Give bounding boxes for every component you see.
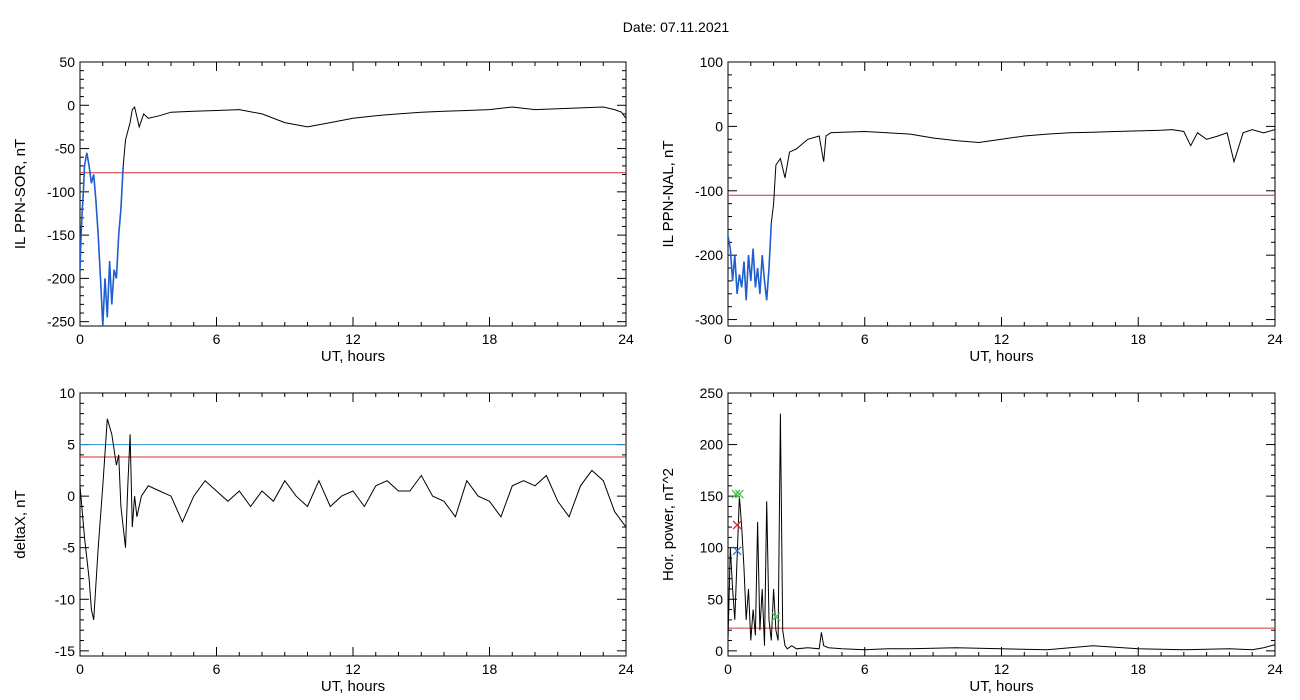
y-tick-label: -100 (695, 183, 723, 199)
y-tick-label: 150 (700, 488, 724, 504)
series-line (728, 129, 1275, 301)
y-tick-label: -5 (63, 540, 76, 556)
y-tick-label: 100 (700, 54, 724, 70)
panel-il-ppn-sor: 0 6 12 18 24 -250 -200 -150 -100 -50 0 50 UT, hours I… (12, 54, 634, 365)
x-tick-label: 24 (1267, 661, 1283, 677)
y-tick-label: 0 (67, 488, 75, 504)
y-tick-label: -200 (47, 270, 75, 286)
y-tick-label: 100 (700, 540, 724, 556)
y-tick-label: 50 (59, 54, 75, 70)
y-tick-label: -10 (55, 591, 75, 607)
plot-data (728, 129, 1275, 301)
x-axis-label: UT, hours (321, 348, 385, 365)
y-tick-label: -300 (695, 312, 723, 328)
highlight-segment (80, 152, 124, 326)
y-tick-label: 0 (715, 118, 723, 134)
y-tick-label: -200 (695, 247, 723, 263)
y-tick-label: 200 (700, 437, 724, 453)
panel-hor-power: 0 6 12 18 24 0 50 100 150 200 250 UT, hours Hor. pow… (660, 385, 1283, 695)
plot-frame (727, 392, 1276, 657)
y-tick-label: -50 (55, 141, 75, 157)
plot-frame (79, 392, 627, 657)
x-tick-label: 6 (213, 661, 221, 677)
x-tick-label: 18 (482, 661, 498, 677)
highlight-segment (728, 222, 773, 301)
plot-frame (727, 61, 1276, 327)
series-line (80, 105, 626, 326)
marker-blue (732, 546, 742, 556)
series-line (80, 418, 626, 621)
x-tick-label: 6 (861, 331, 869, 347)
x-tick-label: 12 (994, 661, 1010, 677)
page-title: Date: 07.11.2021 (622, 19, 730, 35)
x-tick-label: 18 (1130, 661, 1146, 677)
marker-green (771, 612, 781, 622)
y-tick-label: 250 (700, 385, 724, 401)
marker-red (732, 520, 742, 530)
x-axis-label: UT, hours (969, 348, 1033, 365)
y-tick-label: -15 (55, 643, 75, 659)
y-tick-label: 10 (59, 385, 75, 401)
y-axis-label: deltaX, nT (12, 490, 29, 558)
y-tick-label: -150 (47, 227, 75, 243)
y-tick-label: -250 (47, 314, 75, 330)
y-tick-label: 0 (715, 643, 723, 659)
plot-data (728, 413, 1275, 651)
x-tick-label: 12 (994, 331, 1010, 347)
x-tick-label: 12 (345, 661, 361, 677)
x-tick-label: 0 (724, 331, 732, 347)
x-tick-label: 24 (618, 331, 634, 347)
y-axis-label: IL PPN-NAL, nT (660, 141, 677, 248)
y-tick-label: 5 (67, 437, 75, 453)
x-tick-label: 24 (618, 661, 634, 677)
x-tick-label: 6 (213, 331, 221, 347)
plot-data (80, 105, 626, 326)
marker-green (731, 489, 741, 499)
x-tick-label: 0 (76, 661, 84, 677)
panel-deltax: 0 6 12 18 24 -15 -10 -5 0 5 10 UT, hours deltaX, nT (12, 385, 634, 695)
y-tick-label: 50 (707, 591, 723, 607)
plot-data (80, 418, 626, 621)
x-axis-label: UT, hours (321, 678, 385, 695)
x-tick-label: 18 (1130, 331, 1146, 347)
plot-frame (79, 61, 627, 327)
x-tick-label: 24 (1267, 331, 1283, 347)
panel-il-ppn-nal: 0 6 12 18 24 -300 -200 -100 0 100 UT, hours IL PPN-… (660, 54, 1283, 365)
x-tick-label: 6 (861, 661, 869, 677)
x-axis-label: UT, hours (969, 678, 1033, 695)
series-line (728, 413, 1275, 651)
y-tick-label: 0 (67, 97, 75, 113)
x-tick-label: 12 (345, 331, 361, 347)
y-axis-label: Hor. power, nT^2 (660, 468, 677, 581)
marker-green (734, 489, 744, 499)
x-tick-label: 0 (76, 331, 84, 347)
y-axis-label: IL PPN-SOR, nT (12, 139, 29, 249)
y-tick-label: -100 (47, 184, 75, 200)
x-tick-label: 18 (482, 331, 498, 347)
x-tick-label: 0 (724, 661, 732, 677)
